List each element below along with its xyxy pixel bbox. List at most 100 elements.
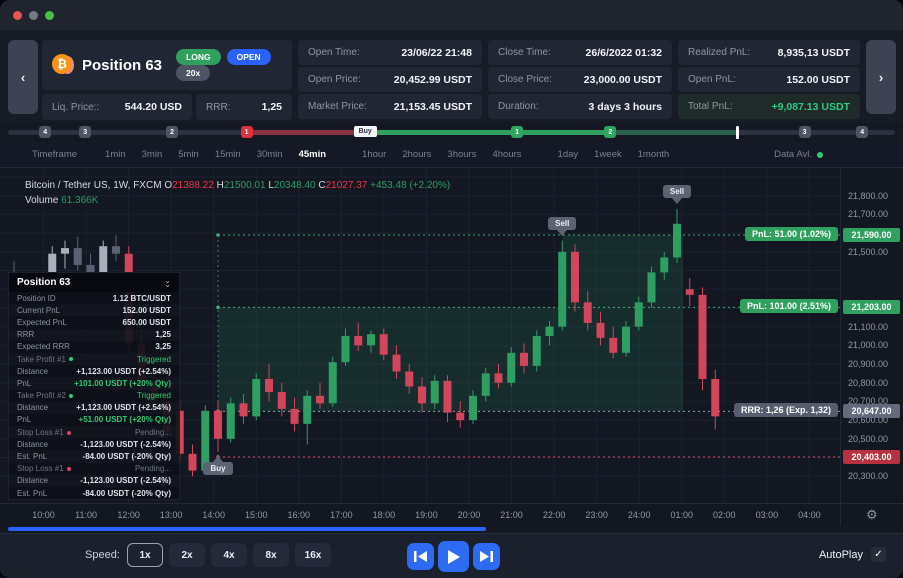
liq-price-label: Liq. Price:: bbox=[52, 101, 100, 113]
position-details-panel: Position 63 ⌄ ⌄ Position ID 1.12 BTC/USDT C… bbox=[8, 272, 180, 501]
timeframe-option-30min[interactable]: 30min bbox=[256, 149, 283, 160]
replay-progress-bar[interactable]: 4 3 2 1 1 2 3 4 Buy bbox=[0, 122, 903, 142]
timeframe-option-1hour[interactable]: 1hour bbox=[362, 149, 387, 160]
window-maximize-icon[interactable] bbox=[45, 11, 54, 20]
position-title-cell: ₿ Position 63 LONG OPEN 20x bbox=[42, 40, 292, 90]
time-axis-label: 04:00 bbox=[798, 510, 821, 520]
price-badge: 20,403.00 bbox=[843, 449, 900, 464]
panel-row: PnL +101.00 USDT (+20% Qty) bbox=[9, 377, 179, 389]
speed-button-2x[interactable]: 2x bbox=[169, 543, 205, 567]
panel-title: Position 63 bbox=[17, 277, 71, 288]
timeframe-option-4hours[interactable]: 4hours bbox=[492, 149, 522, 160]
replay-segment bbox=[364, 130, 611, 135]
play-button[interactable] bbox=[438, 541, 469, 572]
rrr-cell: RRR: 1,25 bbox=[196, 94, 292, 120]
window-close-icon[interactable] bbox=[13, 11, 22, 20]
chart-scrollbar[interactable] bbox=[8, 527, 486, 531]
replay-marker-1[interactable]: 1 bbox=[511, 126, 524, 138]
price-badge: 21,590.00 bbox=[843, 228, 900, 242]
tp-dot-icon bbox=[68, 357, 73, 362]
position-badge-20x: 20x bbox=[176, 65, 211, 81]
sl-dot-icon bbox=[66, 430, 71, 435]
chart-canvas[interactable]: Bitcoin / Tether US, 1W, FXCM O21388.22 … bbox=[0, 168, 903, 503]
price-axis-label: 21,700.00 bbox=[848, 209, 889, 220]
replay-marker-2[interactable]: 2 bbox=[604, 126, 617, 138]
playback-controls-bar: Speed: AutoPlay ✓ 1x 2x 4x 8x 16x bbox=[0, 533, 903, 578]
timeframe-option-1week[interactable]: 1week bbox=[594, 149, 622, 160]
collapse-chevron-icon[interactable]: ⌄ ⌄ bbox=[164, 275, 171, 289]
time-axis-label: 15:00 bbox=[244, 510, 268, 520]
position-title: Position 63 bbox=[82, 56, 163, 74]
replay-marker-3[interactable]: 3 bbox=[79, 126, 92, 138]
replay-buy-marker[interactable]: Buy bbox=[353, 126, 377, 137]
replay-segment bbox=[610, 130, 738, 135]
settings-gear-icon[interactable]: ⚙ bbox=[866, 507, 878, 522]
time-axis-label: 19:00 bbox=[415, 510, 438, 520]
timeframe-option-45min[interactable]: 45min bbox=[298, 149, 327, 160]
autoplay-toggle[interactable]: AutoPlay ✓ bbox=[819, 547, 886, 562]
price-axis-label: 21,800.00 bbox=[848, 190, 889, 201]
panel-row: RRR 1,25 bbox=[9, 329, 179, 341]
panel-row: Est. PnL -84.00 USDT (-20% Qty) bbox=[17, 488, 171, 498]
timeframe-option-5min[interactable]: 5min bbox=[178, 149, 199, 160]
volume-legend: Volume 61.366K bbox=[25, 195, 99, 206]
price-axis-label: 21,100.00 bbox=[848, 321, 889, 332]
time-axis-label: 18:00 bbox=[372, 510, 396, 520]
panel-row: Distance -1,123.00 USDT (-2.54%) bbox=[9, 475, 179, 487]
sell-marker: Sell bbox=[657, 184, 697, 204]
window-minimize-icon[interactable] bbox=[29, 11, 38, 20]
stat-cell: Close Time: 26/6/2022 01:32 bbox=[488, 40, 672, 65]
speed-button-16x[interactable]: 16x bbox=[295, 543, 331, 567]
replay-marker-4[interactable]: 4 bbox=[856, 126, 869, 138]
stat-cell: Open Price: 20,452.99 USDT bbox=[298, 67, 482, 92]
stat-cell: Close Price: 23,000.00 USDT bbox=[488, 67, 672, 92]
stat-cell: Duration: 3 days 3 hours bbox=[488, 94, 672, 119]
chart-level-label: PnL: 101.00 (2.51%) bbox=[739, 299, 838, 314]
data-availability: Data Avl. bbox=[774, 149, 823, 160]
rrr-label: RRR: bbox=[206, 101, 231, 113]
replay-marker-2[interactable]: 2 bbox=[166, 126, 179, 138]
stat-cell: Open PnL: 152.00 USDT bbox=[678, 67, 860, 92]
time-axis-label: 03:00 bbox=[755, 510, 779, 520]
skip-back-button[interactable] bbox=[407, 543, 434, 570]
timeframe-option-2hours[interactable]: 2hours bbox=[402, 149, 432, 160]
position-badge-open: OPEN bbox=[226, 49, 271, 65]
sl-dot-icon bbox=[66, 467, 71, 472]
position-header: ‹ › ₿ Position 63 LONG OPEN 20x Liq. Price… bbox=[0, 30, 903, 122]
next-position-button[interactable]: › bbox=[866, 40, 896, 114]
replay-marker-1[interactable]: 1 bbox=[240, 126, 253, 138]
liq-price-value: 544.20 USD bbox=[124, 101, 182, 113]
timeframe-option-1min[interactable]: 1min bbox=[105, 149, 126, 160]
title-bar bbox=[0, 0, 903, 30]
panel-row: PnL +51.00 USDT (+20% Qty) bbox=[17, 415, 171, 425]
replay-segment bbox=[246, 130, 365, 135]
price-axis-label: 20,500.00 bbox=[848, 433, 889, 444]
panel-row: Stop Loss #1 Pending... bbox=[9, 426, 179, 438]
panel-row: Current PnL 152.00 USDT bbox=[9, 304, 179, 316]
price-axis-divider bbox=[840, 168, 841, 503]
speed-button-4x[interactable]: 4x bbox=[211, 543, 247, 567]
panel-row: Distance +1,123.00 USDT (+2.54%) bbox=[17, 366, 171, 376]
time-axis-label: 16:00 bbox=[287, 510, 311, 520]
time-axis-label: 13:00 bbox=[159, 510, 183, 520]
timeframe-option-15min[interactable]: 15min bbox=[214, 149, 241, 160]
timeframe-option-1day[interactable]: 1day bbox=[557, 149, 579, 160]
replay-track[interactable]: 4 3 2 1 1 2 3 4 Buy bbox=[8, 126, 895, 139]
timeframe-option-3hours[interactable]: 3hours bbox=[447, 149, 477, 160]
timeframe-option-1month[interactable]: 1month bbox=[637, 149, 670, 160]
replay-cursor[interactable] bbox=[736, 126, 740, 139]
panel-row: Expected RRR 3,25 bbox=[17, 342, 171, 352]
time-axis-label: 24:00 bbox=[627, 510, 651, 520]
speed-button-1x[interactable]: 1x bbox=[127, 543, 163, 567]
replay-marker-4[interactable]: 4 bbox=[39, 126, 52, 138]
bitcoin-coin-icon: ₿ bbox=[52, 54, 74, 76]
skip-forward-button[interactable] bbox=[473, 543, 500, 570]
timeframe-option-3min[interactable]: 3min bbox=[141, 149, 163, 160]
replay-marker-3[interactable]: 3 bbox=[798, 126, 811, 138]
speed-button-8x[interactable]: 8x bbox=[253, 543, 289, 567]
chart-level-label: RRR: 1,26 (Exp. 1,32) bbox=[733, 403, 838, 418]
prev-position-button[interactable]: ‹ bbox=[8, 40, 38, 114]
speed-label: Speed: bbox=[85, 549, 120, 561]
panel-row: Take Profit #1 Triggered bbox=[9, 353, 179, 365]
